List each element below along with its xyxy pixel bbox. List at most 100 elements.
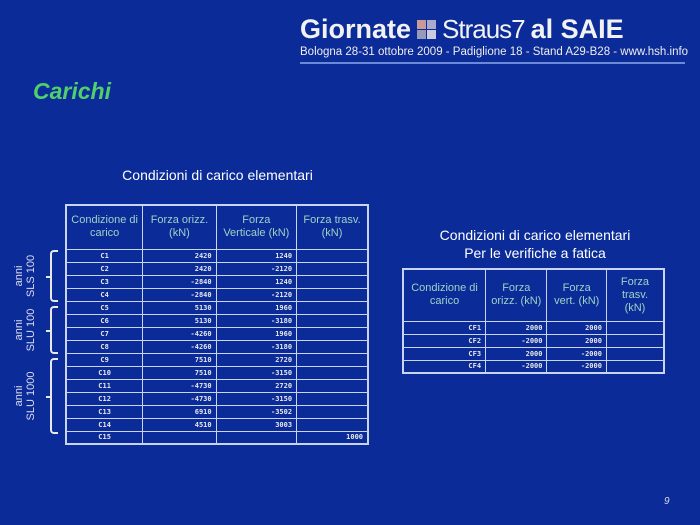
table-row: C1 2420 1240 bbox=[65, 248, 369, 263]
table-cell: -2840 bbox=[142, 287, 217, 302]
table-cell: CF2 bbox=[402, 333, 487, 348]
column-header: Condizione di carico bbox=[402, 268, 487, 322]
table-row: C13 6910 -3502 bbox=[65, 404, 369, 419]
table-cell: C12 bbox=[65, 391, 144, 406]
table-cell: 2720 bbox=[215, 352, 298, 367]
table-cell: C3 bbox=[65, 274, 144, 289]
group-line: SLU 1000 bbox=[25, 371, 37, 421]
table-cell bbox=[296, 391, 369, 406]
table-cell: C7 bbox=[65, 326, 144, 341]
table-cell: -3180 bbox=[215, 339, 298, 354]
table-cell: -3150 bbox=[215, 391, 298, 406]
column-header: Forza orizz. (kN) bbox=[142, 204, 217, 250]
table-cell: -2120 bbox=[215, 261, 298, 276]
load-group-label: anni SLU 1000 bbox=[13, 361, 37, 431]
table-row: C3 -2840 1240 bbox=[65, 274, 369, 289]
right-table-caption: Condizioni di carico elementari Per le ve… bbox=[400, 226, 670, 262]
fatigue-conditions-table: Condizione di carico Forza orizz. (kN) For… bbox=[402, 268, 665, 374]
table-cell bbox=[142, 430, 217, 445]
group-line: anni bbox=[13, 319, 25, 341]
brand-left: Giornate bbox=[300, 14, 412, 44]
caption-line: Per le verifiche a fatica bbox=[464, 245, 606, 261]
table-cell: 7510 bbox=[142, 352, 217, 367]
table-cell: 7510 bbox=[142, 365, 217, 380]
table-cell bbox=[296, 274, 369, 289]
table-cell bbox=[296, 365, 369, 380]
table-cell: -3502 bbox=[215, 404, 298, 419]
table-cell: 6910 bbox=[142, 404, 217, 419]
table-row: C12 -4730 -3150 bbox=[65, 391, 369, 406]
event-subtitle: Bologna 28-31 ottobre 2009 - Padiglione … bbox=[300, 46, 689, 58]
group-line: anni bbox=[13, 385, 25, 407]
table-cell: -2000 bbox=[485, 359, 548, 374]
event-brand: Giornate Straus7 al SAIE bbox=[300, 14, 700, 45]
table-cell: -4730 bbox=[142, 378, 217, 393]
table-cell: 2000 bbox=[546, 320, 607, 335]
table-cell: C11 bbox=[65, 378, 144, 393]
table-cell bbox=[296, 300, 369, 315]
column-header: Condizione di carico bbox=[65, 204, 144, 250]
table-cell: C6 bbox=[65, 313, 144, 328]
table-row: C8 -4260 -3180 bbox=[65, 339, 369, 354]
table-row: CF1 2000 2000 bbox=[402, 320, 665, 335]
table-row: C7 -4260 1960 bbox=[65, 326, 369, 341]
table-cell bbox=[296, 352, 369, 367]
table-cell: -2000 bbox=[485, 333, 548, 348]
table-cell: 2420 bbox=[142, 261, 217, 276]
table-cell: -3150 bbox=[215, 365, 298, 380]
table-cell bbox=[605, 346, 665, 361]
table-cell bbox=[296, 339, 369, 354]
table-row: C9 7510 2720 bbox=[65, 352, 369, 367]
table-row: C2 2420 -2120 bbox=[65, 261, 369, 276]
table-cell bbox=[296, 378, 369, 393]
table-cell: -2000 bbox=[546, 346, 607, 361]
left-table-caption: Condizioni di carico elementari bbox=[122, 167, 313, 183]
table-cell: 5130 bbox=[142, 313, 217, 328]
table-row: C10 7510 -3150 bbox=[65, 365, 369, 380]
table-cell bbox=[605, 320, 665, 335]
table-cell: CF1 bbox=[402, 320, 487, 335]
table-cell: C1 bbox=[65, 248, 144, 263]
table-cell: 1240 bbox=[215, 248, 298, 263]
table-cell: -2000 bbox=[546, 359, 607, 374]
table-cell bbox=[296, 287, 369, 302]
table-cell: C13 bbox=[65, 404, 144, 419]
table-cell: C14 bbox=[65, 417, 144, 432]
table-cell: 2720 bbox=[215, 378, 298, 393]
page-title: Carichi bbox=[33, 78, 111, 104]
column-header: Forza orizz. (kN) bbox=[485, 268, 548, 322]
group-bracket bbox=[46, 306, 58, 354]
table-cell: 1960 bbox=[215, 326, 298, 341]
table-cell: C10 bbox=[65, 365, 144, 380]
column-header: Forza trasv. (kN) bbox=[605, 268, 665, 322]
table-row: C14 4510 3003 bbox=[65, 417, 369, 432]
table-cell: -4260 bbox=[142, 339, 217, 354]
table-cell: 2420 bbox=[142, 248, 217, 263]
table-row: C6 5130 -3180 bbox=[65, 313, 369, 328]
table-row: CF3 2000 -2000 bbox=[402, 346, 665, 361]
table-cell bbox=[296, 404, 369, 419]
caption-line: Condizioni di carico elementari bbox=[439, 227, 631, 243]
table-row: CF4 -2000 -2000 bbox=[402, 359, 665, 374]
table-cell: C9 bbox=[65, 352, 144, 367]
load-group-label: anni SLU 100 bbox=[13, 295, 37, 365]
group-line: SLU 100 bbox=[25, 308, 37, 352]
group-bracket bbox=[46, 250, 58, 302]
table-cell: 2000 bbox=[485, 320, 548, 335]
table-row: C4 -2840 -2120 bbox=[65, 287, 369, 302]
table-cell: -4730 bbox=[142, 391, 217, 406]
table-row: C15 1000 bbox=[65, 430, 369, 445]
column-header: Forza vert. (kN) bbox=[546, 268, 607, 322]
straus7-logo-icon bbox=[417, 20, 437, 39]
table-cell bbox=[296, 313, 369, 328]
table-cell: -3180 bbox=[215, 313, 298, 328]
table-cell: 3003 bbox=[215, 417, 298, 432]
group-bracket bbox=[46, 358, 58, 434]
table-cell: 1000 bbox=[296, 430, 369, 445]
table-cell: -2120 bbox=[215, 287, 298, 302]
table-cell: 2000 bbox=[546, 333, 607, 348]
table-cell: CF3 bbox=[402, 346, 487, 361]
table-cell: C15 bbox=[65, 430, 144, 445]
table-cell: C4 bbox=[65, 287, 144, 302]
table-cell bbox=[605, 333, 665, 348]
